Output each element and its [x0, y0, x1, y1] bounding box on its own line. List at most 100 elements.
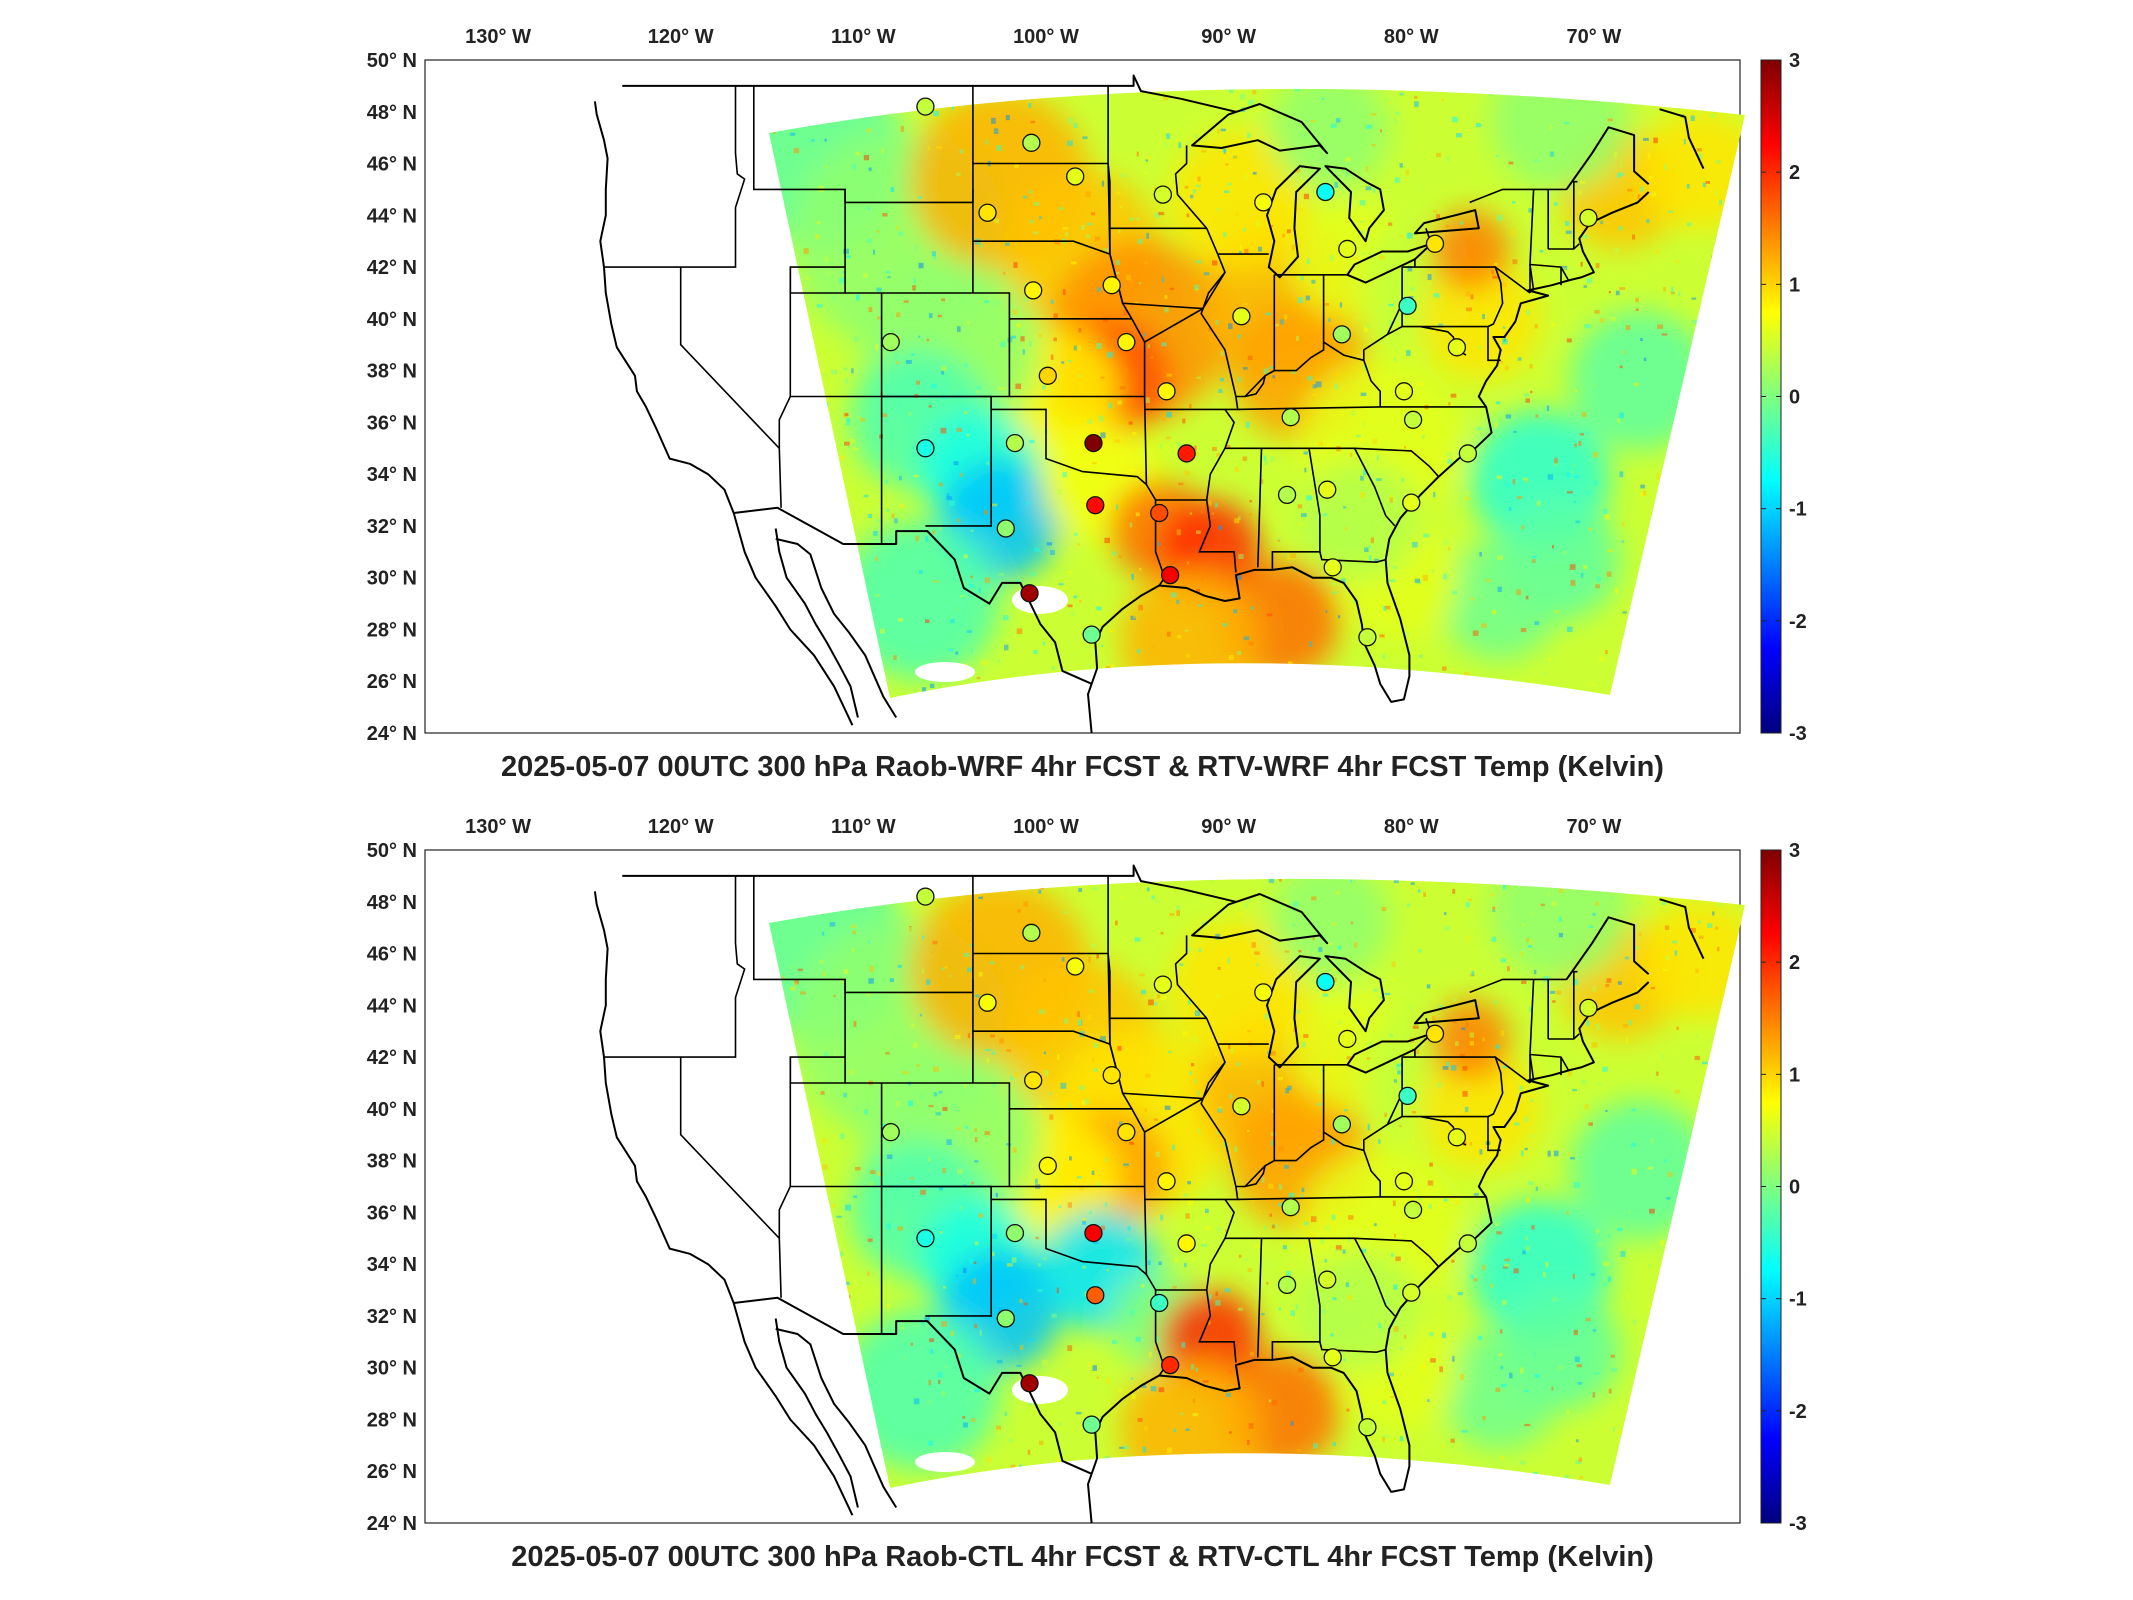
station-marker: [1022, 133, 1041, 152]
station-marker: [1153, 185, 1173, 204]
station-marker: [1022, 923, 1041, 942]
lon-tick-label: 100° W: [1013, 26, 1079, 48]
station-marker: [1458, 444, 1478, 463]
station-marker: [1177, 1234, 1196, 1253]
station-marker: [1086, 1286, 1105, 1305]
station-marker: [1458, 1234, 1478, 1253]
station-marker: [1338, 1029, 1357, 1049]
station-marker: [1082, 1415, 1101, 1434]
station-marker: [1086, 496, 1105, 515]
lat-tick-label: 34° N: [367, 464, 417, 486]
station-marker: [1316, 972, 1335, 992]
lat-tick-label: 36° N: [367, 1202, 417, 1224]
station-marker: [1038, 1156, 1057, 1175]
station-marker: [1316, 182, 1335, 202]
colorbar-tick-label: -1: [1789, 499, 1807, 521]
lat-tick-label: 28° N: [367, 1409, 417, 1431]
station-marker: [881, 332, 900, 352]
map-svg: 130° W 120° W 110° W 100° W 90° W 80° W 70° W 5…: [367, 26, 1807, 783]
lat-tick-label: 48° N: [367, 102, 417, 124]
station-marker: [1358, 1418, 1377, 1437]
station-marker: [1066, 167, 1085, 186]
station-marker: [1084, 433, 1103, 453]
station-marker: [916, 439, 935, 458]
colorbar-tick-label: -1: [1789, 1289, 1807, 1311]
lat-tick-label: 30° N: [367, 1358, 417, 1380]
station-marker: [1084, 1223, 1103, 1243]
station-marker: [1038, 366, 1057, 385]
colorbar-tick-label: -3: [1789, 723, 1807, 745]
station-marker: [1150, 503, 1169, 523]
station-marker: [1398, 1086, 1417, 1106]
colorbar-tick-label: 1: [1789, 274, 1800, 296]
lat-tick-label: 26° N: [367, 1461, 417, 1483]
station-marker: [978, 203, 997, 222]
colorbar-tick-label: -2: [1789, 1401, 1807, 1423]
raob-stations: [881, 97, 1598, 647]
lat-tick-label: 26° N: [367, 671, 417, 693]
station-marker: [978, 993, 997, 1012]
station-marker: [1232, 1097, 1251, 1116]
station-marker: [1447, 338, 1467, 357]
colorbar-tick-label: 2: [1789, 952, 1800, 974]
station-marker: [1153, 975, 1173, 994]
lat-tick-label: 46° N: [367, 154, 417, 176]
station-marker: [1117, 332, 1136, 352]
panel-title: 2025-05-07 00UTC 300 hPa Raob-WRF 4hr FC…: [501, 751, 1664, 783]
station-marker: [1425, 234, 1445, 253]
temperature-difference-field: [769, 878, 1745, 1489]
station-marker: [1332, 325, 1351, 344]
station-marker: [1358, 628, 1377, 647]
panel-title: 2025-05-07 00UTC 300 hPa Raob-CTL 4hr FC…: [511, 1541, 1654, 1573]
station-marker: [1398, 296, 1417, 316]
station-marker: [1403, 410, 1423, 429]
map-panel-bottom: 130° W 120° W 110° W 100° W 90° W 80° W 70° W 5…: [0, 790, 2133, 1590]
lon-tick-label: 90° W: [1201, 816, 1256, 838]
station-marker: [1579, 998, 1598, 1018]
colorbar-tick-label: 2: [1789, 162, 1800, 184]
lon-tick-label: 80° W: [1384, 816, 1439, 838]
lat-tick-label: 42° N: [367, 1047, 417, 1069]
station-marker: [1425, 1024, 1445, 1043]
station-marker: [1157, 1172, 1176, 1191]
station-marker: [1157, 382, 1176, 401]
station-marker: [1020, 584, 1039, 603]
colorbar-tick-label: 1: [1789, 1064, 1800, 1086]
station-marker: [996, 1309, 1015, 1328]
lon-tick-label: 80° W: [1384, 26, 1439, 48]
lat-tick-label: 30° N: [367, 568, 417, 590]
station-marker: [996, 519, 1015, 538]
lat-tick-label: 38° N: [367, 1151, 417, 1173]
lon-tick-label: 110° W: [831, 816, 896, 838]
colorbar-tick-label: 3: [1789, 840, 1800, 862]
lon-tick-label: 70° W: [1567, 26, 1622, 48]
lon-tick-label: 110° W: [831, 26, 896, 48]
station-marker: [1254, 193, 1273, 212]
station-marker: [1338, 239, 1357, 259]
lat-tick-label: 40° N: [367, 309, 417, 331]
lat-tick-label: 38° N: [367, 361, 417, 383]
station-marker: [881, 1122, 900, 1142]
station-marker: [1254, 983, 1273, 1002]
lat-tick-label: 48° N: [367, 892, 417, 914]
lat-tick-label: 44° N: [367, 995, 417, 1017]
lat-tick-label: 34° N: [367, 1254, 417, 1276]
station-marker: [1005, 1223, 1025, 1243]
lon-tick-label: 130° W: [465, 816, 531, 838]
lat-tick-label: 50° N: [367, 840, 417, 862]
lon-tick-label: 130° W: [465, 26, 531, 48]
station-marker: [1281, 1198, 1300, 1217]
station-marker: [1402, 1283, 1421, 1302]
station-marker: [1102, 276, 1121, 295]
raob-stations: [881, 887, 1598, 1437]
station-marker: [1277, 1275, 1297, 1295]
lon-tick-label: 90° W: [1201, 26, 1256, 48]
state-borders: [604, 85, 1580, 586]
station-marker: [1323, 1348, 1342, 1367]
station-marker: [1579, 208, 1598, 228]
lon-tick-label: 120° W: [648, 816, 714, 838]
station-marker: [1161, 1355, 1180, 1375]
map-panel-top: 130° W 120° W 110° W 100° W 90° W 80° W 70° W 5…: [367, 26, 1807, 783]
station-marker: [1161, 565, 1180, 585]
station-marker: [1323, 558, 1342, 577]
